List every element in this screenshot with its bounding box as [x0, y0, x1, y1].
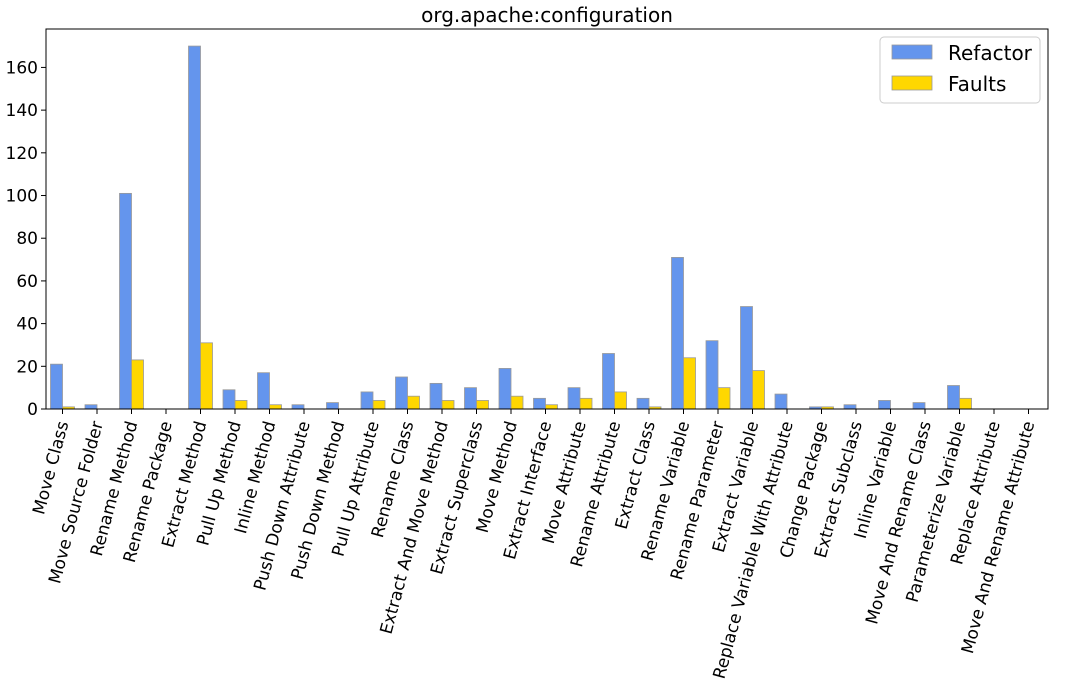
legend-swatch-refactor — [891, 44, 933, 60]
bar-refactor-move-class — [50, 363, 63, 410]
bar-refactor-move-and-rename-class — [912, 402, 926, 410]
bar-faults-move-attribute — [579, 397, 593, 410]
bar-refactor-extract-superclass — [464, 387, 477, 410]
bar-refactor-extract-method — [188, 45, 201, 410]
y-axis: 0 20 40 60 80 100 120 140 160 — [6, 58, 46, 420]
bar-faults-extract-interface — [545, 404, 558, 410]
y-tick-label: 120 — [6, 144, 38, 164]
y-tick-label: 140 — [6, 101, 38, 121]
bar-refactor-extract-subclass — [843, 404, 857, 410]
legend-swatch-faults — [891, 75, 933, 91]
y-tick-label: 60 — [16, 272, 38, 292]
bar-refactor-extract-class — [636, 397, 650, 410]
y-tick-label: 20 — [16, 357, 38, 377]
y-tick-label: 100 — [6, 187, 38, 207]
legend-label-faults: Faults — [948, 72, 1006, 96]
bar-faults-move-method — [510, 395, 524, 410]
chart-title: org.apache:configuration — [421, 3, 673, 27]
bar-refactor-rename-attribute — [602, 353, 615, 410]
bar-refactor-parameterize-variable — [947, 385, 960, 410]
bar-refactor-inline-variable — [878, 400, 891, 410]
bar-refactor-rename-variable — [671, 257, 684, 410]
bar-refactor-rename-class — [395, 376, 408, 410]
bar-refactor-move-source-folder — [84, 404, 98, 410]
bar-faults-extract-superclass — [476, 400, 489, 410]
bar-refactor-push-down-attribute — [291, 404, 305, 410]
y-tick-label: 40 — [16, 315, 38, 335]
bar-faults-parameterize-variable — [959, 397, 972, 410]
bar-faults-rename-variable — [683, 357, 696, 410]
plot-frame — [45, 28, 1049, 410]
bar-refactor-push-down-method — [326, 402, 339, 410]
bar-refactor-move-attribute — [567, 387, 581, 410]
bar-faults-extract-method — [200, 342, 213, 410]
bar-refactor-inline-method — [257, 372, 270, 410]
legend: Refactor Faults — [879, 36, 1041, 104]
bar-refactor-extract-variable — [740, 306, 753, 410]
y-tick-label: 160 — [6, 58, 38, 78]
bars-group — [50, 45, 972, 410]
bar-refactor-move-method — [498, 368, 512, 410]
bar-refactor-extract-and-move-method — [429, 382, 443, 410]
y-tick-label: 0 — [27, 400, 38, 420]
bar-faults-extract-variable — [752, 370, 765, 410]
bar-refactor-extract-interface — [533, 397, 546, 410]
bar-faults-rename-parameter — [717, 387, 731, 410]
bar-refactor-pull-up-method — [222, 389, 236, 410]
y-tick-label: 80 — [16, 229, 38, 249]
legend-label-refactor: Refactor — [948, 41, 1033, 65]
bar-faults-rename-class — [407, 395, 420, 410]
bar-refactor-rename-parameter — [705, 340, 719, 410]
bar-faults-inline-method — [269, 404, 282, 410]
bar-faults-pull-up-method — [234, 400, 248, 410]
bar-refactor-rename-method — [119, 192, 132, 410]
bar-faults-extract-and-move-method — [441, 400, 455, 410]
bar-faults-pull-up-attribute — [372, 400, 386, 410]
bar-refactor-replace-variable-with-attribute — [774, 393, 788, 410]
bar-refactor-pull-up-attribute — [360, 391, 374, 410]
bar-faults-rename-method — [131, 359, 144, 410]
bar-faults-rename-attribute — [614, 391, 627, 410]
